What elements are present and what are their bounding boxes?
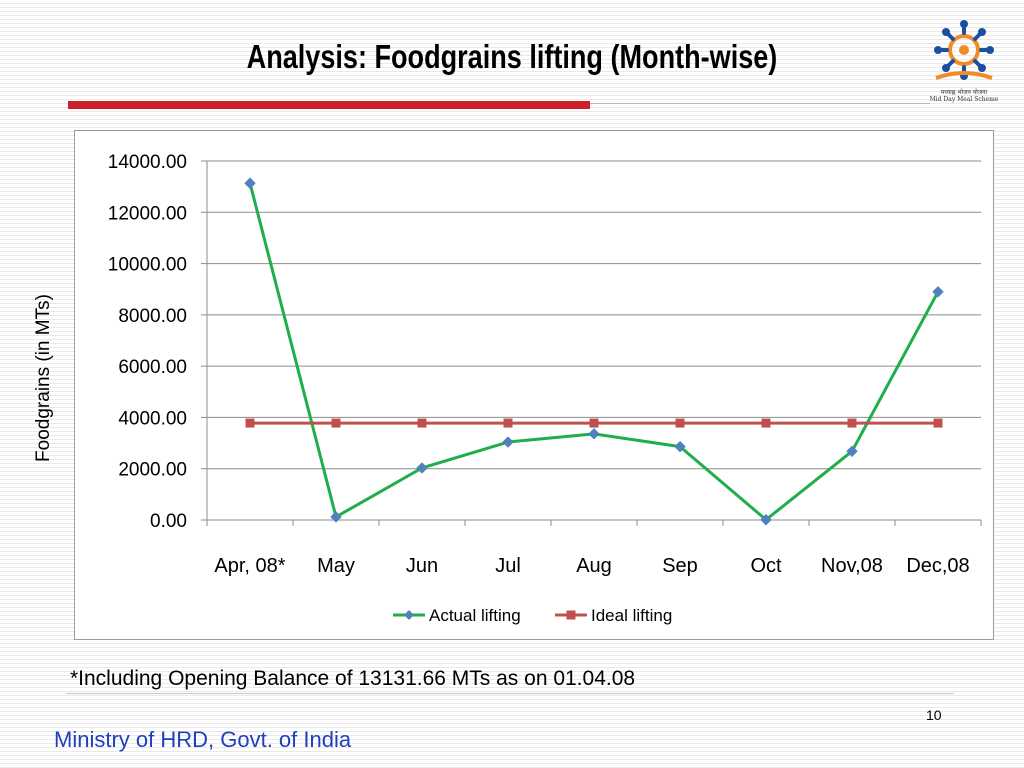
legend-marker: [404, 610, 414, 620]
data-point: [674, 440, 686, 453]
y-axis-label: Foodgrains (in MTs): [33, 294, 54, 462]
page-number: 10: [926, 707, 942, 723]
data-point: [416, 462, 428, 474]
data-point: [417, 418, 427, 428]
data-point: [760, 514, 772, 526]
data-point: [245, 418, 255, 428]
line-chart: 0.00 2000.00 4000.00 6000.00 8000.00 10000.00…: [108, 152, 982, 625]
x-tick-label: Dec,08: [906, 555, 969, 577]
footer-ministry: Ministry of HRD, Govt. of India: [54, 727, 352, 752]
x-tick-label: Jun: [406, 555, 438, 577]
y-tick-label: 2000.00: [118, 460, 187, 481]
data-point: [675, 418, 685, 428]
legend-label: Actual lifting: [429, 606, 521, 625]
data-point: [503, 418, 513, 428]
mid-day-meal-logo: मध्याह्न भोजन योजना Mid Day Meal Scheme: [928, 16, 1000, 120]
data-point: [847, 418, 857, 428]
data-point: [933, 418, 943, 428]
data-point: [330, 511, 342, 523]
x-tick-label: May: [317, 555, 355, 577]
data-point: [761, 418, 771, 428]
y-tick-label: 14000.00: [108, 152, 187, 173]
x-tick-label: Nov,08: [821, 555, 883, 577]
data-point: [846, 445, 858, 457]
y-tick-label: 0.00: [150, 511, 187, 532]
x-tick-label: Oct: [750, 555, 782, 577]
footnote: *Including Opening Balance of 13131.66 M…: [70, 667, 636, 690]
y-tick-label: 10000.00: [108, 255, 187, 276]
series-line-1: [248, 182, 940, 522]
y-tick-label: 4000.00: [118, 408, 187, 429]
x-tick-label: Sep: [662, 555, 698, 577]
data-point: [589, 418, 599, 428]
title-accent-bar: [68, 101, 590, 109]
data-point: [932, 286, 944, 298]
footer-divider: [66, 693, 954, 694]
title-underline: [590, 103, 930, 104]
slide-title: Analysis: Foodgrains lifting (Month-wise…: [246, 38, 778, 75]
y-tick-label: 8000.00: [118, 306, 187, 327]
data-point: [502, 436, 514, 448]
data-point: [331, 418, 341, 428]
y-tick-label: 6000.00: [118, 357, 187, 378]
logo-emblem-icon: [934, 20, 994, 80]
legend-marker: [566, 610, 576, 620]
data-point: [588, 428, 600, 440]
logo-text-english: Mid Day Meal Scheme: [929, 96, 999, 103]
x-tick-label: Apr, 08*: [214, 555, 285, 577]
y-tick-label: 12000.00: [108, 203, 187, 224]
chart-frame: 0.00 2000.00 4000.00 6000.00 8000.00 10000.00…: [74, 130, 994, 640]
x-tick-label: Aug: [576, 555, 612, 577]
logo-text-hindi: मध्याह्न भोजन योजना: [940, 89, 988, 96]
x-tick-label: Jul: [495, 555, 521, 577]
legend-label: Ideal lifting: [591, 606, 672, 625]
data-point: [244, 177, 256, 189]
